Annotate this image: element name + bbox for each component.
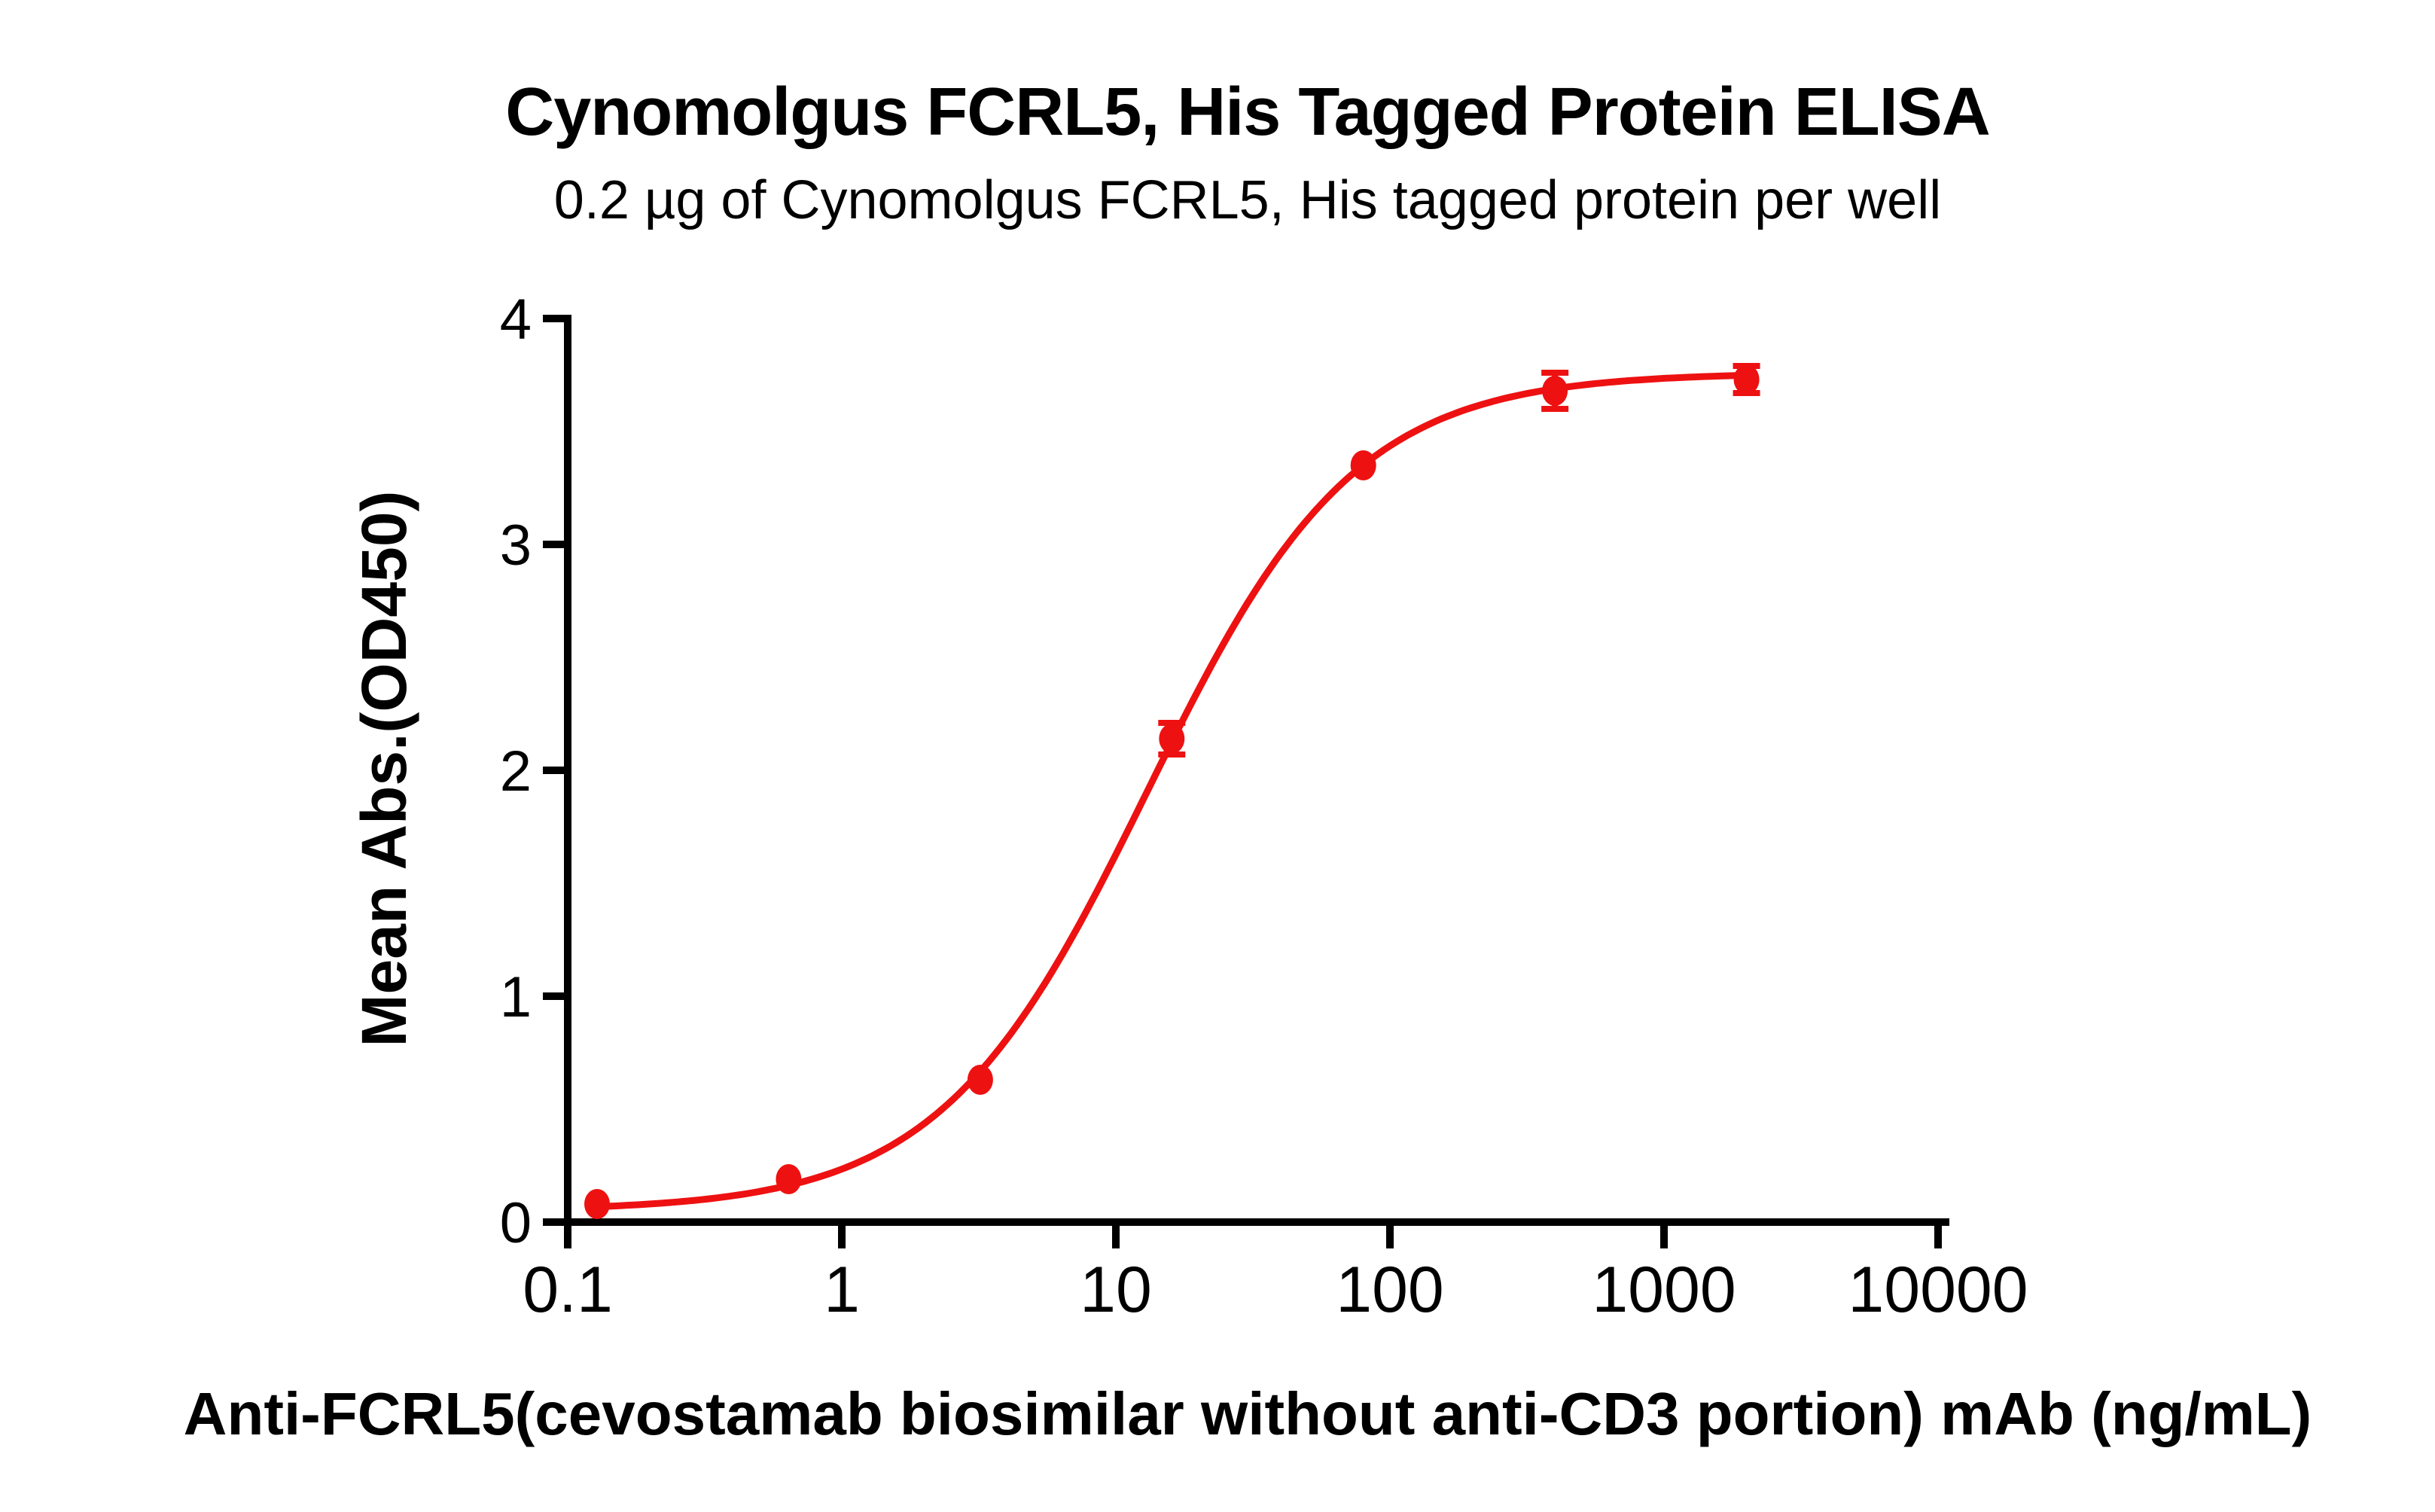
y-tick-label: 2 xyxy=(500,739,532,803)
data-point xyxy=(776,1164,802,1194)
fit-curve xyxy=(596,371,1747,1210)
data-point xyxy=(1159,724,1185,754)
x-tick-label: 10 xyxy=(1080,1254,1152,1326)
x-tick-label: 1 xyxy=(824,1254,860,1326)
y-tick-label: 4 xyxy=(500,288,532,352)
x-axis-title: Anti-FCRL5(cevostamab biosimilar without… xyxy=(183,1380,2312,1447)
data-point xyxy=(967,1065,993,1095)
y-tick-label: 3 xyxy=(500,514,532,578)
x-tick-label: 1000 xyxy=(1592,1254,1736,1326)
y-tick-label: 0 xyxy=(500,1191,532,1255)
x-tick-label: 10000 xyxy=(1848,1254,2028,1326)
plot-area: 0 1 2 3 4 0.1 1 10 100 1000 10000 xyxy=(500,288,2028,1326)
data-point xyxy=(584,1189,610,1219)
y-tick-label: 1 xyxy=(500,965,532,1029)
elisa-chart-figure: Cynomolgus FCRL5, His Tagged Protein ELI… xyxy=(30,12,2435,1512)
data-point xyxy=(1350,450,1376,480)
chart-title: Cynomolgus FCRL5, His Tagged Protein ELI… xyxy=(505,75,1991,150)
data-point xyxy=(1542,376,1568,406)
chart-subtitle: 0.2 µg of Cynomolgus FCRL5, His tagged p… xyxy=(553,170,1942,230)
x-tick-label: 100 xyxy=(1336,1254,1444,1326)
data-point xyxy=(1733,364,1760,395)
x-tick-label: 0.1 xyxy=(523,1254,613,1326)
